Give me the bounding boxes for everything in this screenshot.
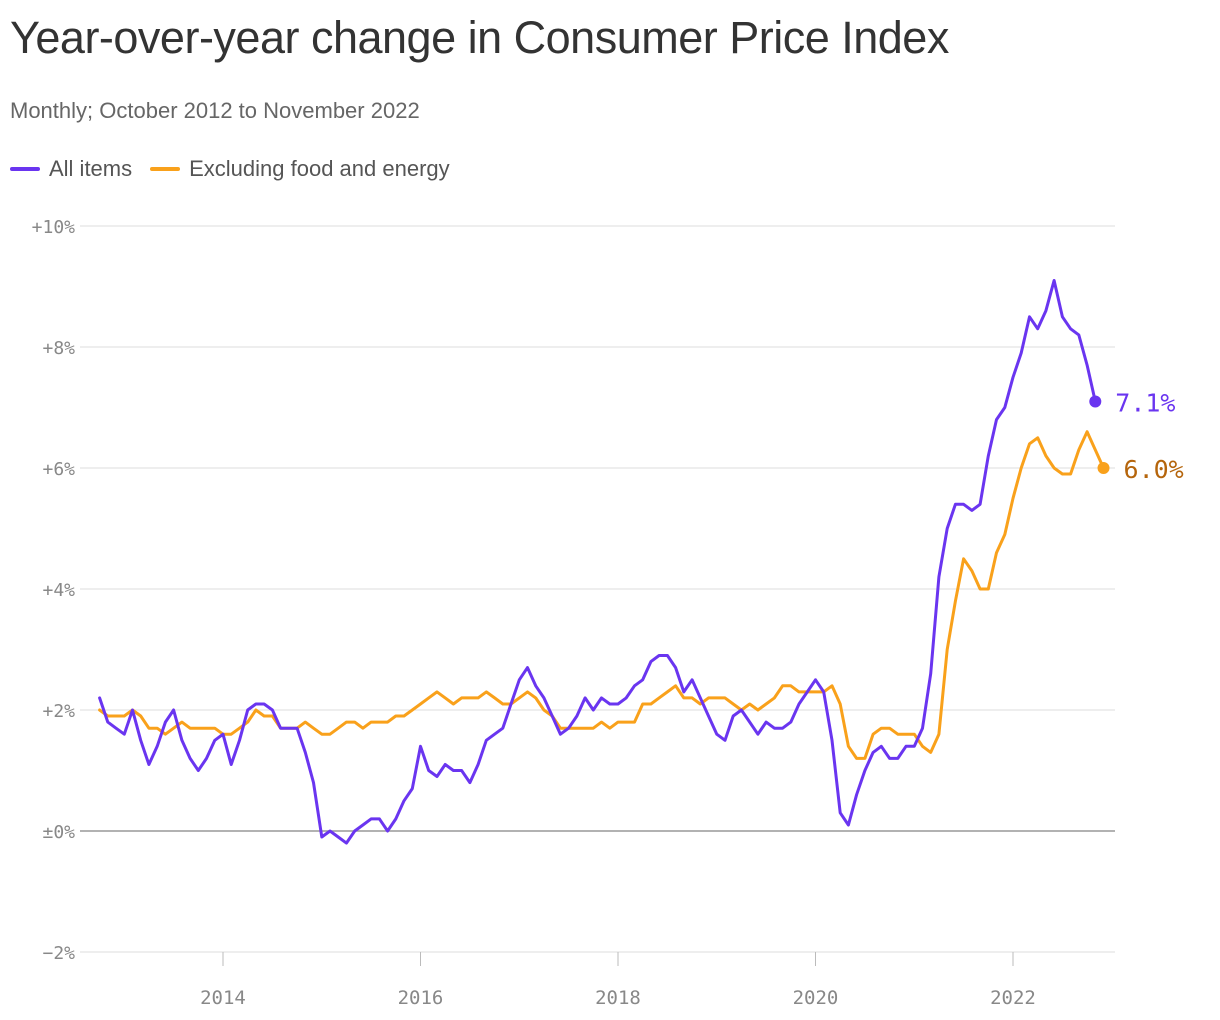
y-tick-label: ±0% (42, 822, 75, 843)
legend-item-all-items: All items (10, 156, 132, 182)
x-tick-label: 2020 (793, 987, 839, 1009)
y-tick-label: +6% (42, 459, 75, 480)
series-end-point-1 (1097, 462, 1110, 474)
y-tick-label: +10% (32, 217, 76, 238)
y-tick-label: +8% (42, 338, 75, 359)
series-end-label-1: 6.0% (1124, 455, 1184, 484)
legend-label-all-items: All items (49, 156, 133, 181)
legend-swatch-all-items (10, 167, 40, 171)
x-tick-label: 2018 (595, 987, 641, 1009)
chart-subtitle: Monthly; October 2012 to November 2022 (10, 98, 420, 123)
y-tick-label: +2% (42, 701, 75, 722)
x-tick-label: 2016 (398, 987, 444, 1009)
y-tick-label: +4% (42, 580, 75, 601)
chart-title: Year-over-year change in Consumer Price … (10, 12, 949, 63)
legend-item-core: Excluding food and energy (150, 156, 450, 182)
legend: All items Excluding food and energy (10, 156, 468, 182)
legend-swatch-core (150, 167, 181, 171)
x-tick-label: 2022 (990, 987, 1036, 1009)
y-tick-label: −2% (42, 943, 75, 964)
series-end-point-0 (1089, 395, 1102, 408)
series: 6.0% 7.1% (98, 279, 1184, 845)
legend-label-core: Excluding food and energy (189, 156, 450, 181)
x-axis: 2014 2016 2018 2020 2022 (200, 952, 1036, 1009)
series-line-0 (98, 279, 1097, 845)
grid: +10% +8% +6% +4% +2% ±0% −2% (32, 217, 1115, 964)
x-tick-label: 2014 (200, 987, 246, 1009)
series-line-1 (98, 430, 1105, 760)
series-end-label-0: 7.1% (1115, 388, 1175, 417)
